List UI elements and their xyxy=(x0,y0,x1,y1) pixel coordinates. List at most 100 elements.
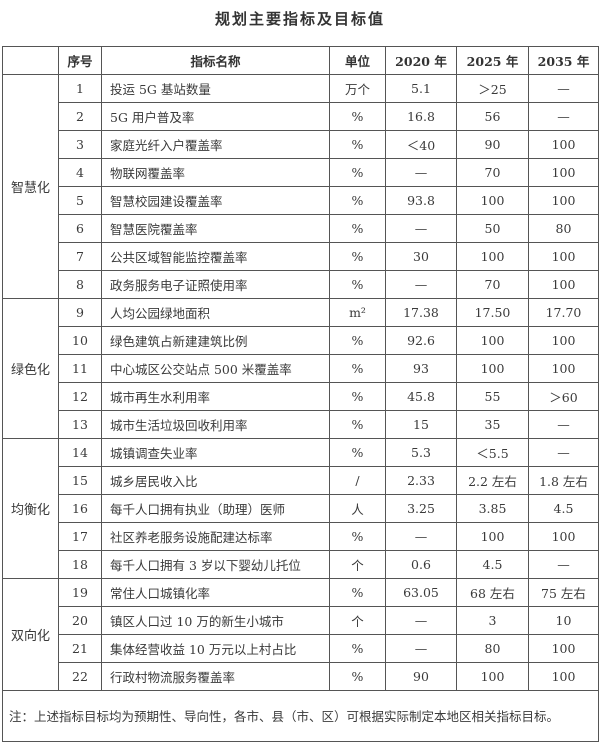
table-row: 13 城市生活垃圾回收利用率% 15 35— xyxy=(3,410,599,439)
seq-cell: 10 xyxy=(58,326,102,355)
y2035-cell: — xyxy=(528,410,599,439)
table-row: 5 智慧校园建设覆盖率% 93.8 100 100 xyxy=(3,186,599,215)
seq-cell: 9 xyxy=(58,298,102,327)
name-cell: 物联网覆盖率 xyxy=(101,158,330,187)
y2020-cell: — xyxy=(385,270,457,299)
category-cell: 均衡化 xyxy=(2,438,59,579)
name-cell: 每千人口拥有执业（助理）医师 xyxy=(101,494,330,523)
table-row: 绿色化 9 人均公园绿地面积 m² 17.38 17.50 17.70 xyxy=(2,298,599,439)
y2035-cell: 80 xyxy=(528,214,599,243)
seq-cell: 13 xyxy=(58,410,102,439)
header-name: 指标名称 xyxy=(101,46,330,75)
seq-cell: 3 xyxy=(58,130,102,159)
table-row: 2 5G 用户普及率% 16.8 56— xyxy=(3,102,599,131)
unit-cell: % xyxy=(329,354,386,383)
y2025-cell: 100 xyxy=(456,326,529,355)
seq-cell: 19 xyxy=(58,578,102,607)
name-cell: 智慧校园建设覆盖率 xyxy=(101,186,330,215)
y2025-cell: 100 xyxy=(456,242,529,271)
unit-cell: % xyxy=(329,130,386,159)
y2025-cell: 70 xyxy=(456,270,529,299)
y2035-cell: — xyxy=(528,438,599,467)
table-row: 11 中心城区公交站点 500 米覆盖率% 93 100 100 xyxy=(3,354,599,383)
table-row: 智慧化 1 投运 5G 基站数量 万个 5.1 ＞25— xyxy=(2,74,599,299)
y2020-cell: 2.33 xyxy=(385,466,457,495)
seq-cell: 21 xyxy=(58,634,102,663)
unit-cell: / xyxy=(329,466,386,495)
unit-cell: % xyxy=(329,158,386,187)
unit-cell: % xyxy=(329,270,386,299)
table-row: 3 家庭光纤入户覆盖率% ＜40 90 100 xyxy=(3,130,599,159)
y2025-cell: 100 xyxy=(456,662,529,691)
y2020-cell: 93 xyxy=(385,354,457,383)
seq-cell: 4 xyxy=(58,158,102,187)
seq-cell: 1 xyxy=(58,74,102,103)
unit-cell: % xyxy=(329,242,386,271)
name-cell: 城乡居民收入比 xyxy=(101,466,330,495)
name-cell: 城市再生水利用率 xyxy=(101,382,330,411)
y2020-cell: 92.6 xyxy=(385,326,457,355)
y2020-cell: — xyxy=(385,522,457,551)
y2035-cell: 4.5 xyxy=(528,494,599,523)
y2020-cell: 90 xyxy=(385,662,457,691)
unit-cell: 个 xyxy=(329,550,386,579)
y2035-cell: 100 xyxy=(528,354,599,383)
y2020-cell: 15 xyxy=(385,410,457,439)
unit-cell: % xyxy=(329,578,386,607)
y2035-cell: 10 xyxy=(528,606,599,635)
y2025-cell: 90 xyxy=(456,130,529,159)
y2035-cell: 17.70 xyxy=(528,298,599,327)
y2035-cell: 100 xyxy=(528,634,599,663)
seq-cell: 11 xyxy=(58,354,102,383)
table-row: 17 社区养老服务设施配建达标率% —100 100 xyxy=(3,522,599,551)
seq-cell: 15 xyxy=(58,466,102,495)
y2020-cell: 63.05 xyxy=(385,578,457,607)
unit-cell: % xyxy=(329,438,386,467)
header-2025: 2025 年 xyxy=(456,46,529,75)
name-cell: 公共区域智能监控覆盖率 xyxy=(101,242,330,271)
header-2020: 2020 年 xyxy=(385,46,457,75)
unit-cell: % xyxy=(329,382,386,411)
y2025-cell: 68 左右 xyxy=(456,578,529,607)
y2025-cell: 2.2 左右 xyxy=(456,466,529,495)
table-title: 规划主要指标及目标值 xyxy=(214,10,385,28)
header-2035: 2035 年 xyxy=(528,46,599,75)
header-seq: 序号 xyxy=(58,46,102,75)
unit-cell: % xyxy=(329,214,386,243)
seq-cell: 18 xyxy=(58,550,102,579)
seq-cell: 16 xyxy=(58,494,102,523)
y2035-cell: — xyxy=(528,74,599,103)
y2020-cell: ＜40 xyxy=(385,130,457,159)
name-cell: 镇区人口过 10 万的新生小城市 xyxy=(101,606,330,635)
y2020-cell: 17.38 xyxy=(385,298,457,327)
category-cell: 智慧化 xyxy=(2,74,59,299)
name-cell: 投运 5G 基站数量 xyxy=(101,74,330,103)
name-cell: 社区养老服务设施配建达标率 xyxy=(101,522,330,551)
unit-cell: 万个 xyxy=(329,74,386,103)
seq-cell: 6 xyxy=(58,214,102,243)
y2035-cell: — xyxy=(528,550,599,579)
name-cell: 行政村物流服务覆盖率 xyxy=(101,662,330,691)
y2020-cell: 5.1 xyxy=(385,74,457,103)
name-cell: 城镇调查失业率 xyxy=(101,438,330,467)
seq-cell: 17 xyxy=(58,522,102,551)
name-cell: 城市生活垃圾回收利用率 xyxy=(101,410,330,439)
table-row: 双向化 19 常住人口城镇化率% 63.05 68 左右 75 左右 xyxy=(2,578,599,691)
y2020-cell: — xyxy=(385,214,457,243)
unit-cell: % xyxy=(329,634,386,663)
y2020-cell: 3.25 xyxy=(385,494,457,523)
y2025-cell: 4.5 xyxy=(456,550,529,579)
header-row: 序号 指标名称 单位 2020 年 2025 年 2035 年 xyxy=(2,46,599,75)
unit-cell: % xyxy=(329,662,386,691)
unit-cell: 人 xyxy=(329,494,386,523)
y2020-cell: 30 xyxy=(385,242,457,271)
y2025-cell: 100 xyxy=(456,354,529,383)
y2025-cell: 3.85 xyxy=(456,494,529,523)
table-row: 均衡化 14 城镇调查失业率% 5.3 ＜5.5— xyxy=(2,438,599,579)
name-cell: 5G 用户普及率 xyxy=(101,102,330,131)
y2035-cell: 1.8 左右 xyxy=(528,466,599,495)
table-row: 21 集体经营收益 10 万元以上村占比% —80 100 xyxy=(3,634,599,663)
table-note: 注：上述指标目标均为预期性、导向性，各市、县（市、区）可根据实际制定本地区相关指… xyxy=(2,690,599,742)
y2035-cell: 100 xyxy=(528,186,599,215)
table-row: 4 物联网覆盖率% —70 100 xyxy=(3,158,599,187)
